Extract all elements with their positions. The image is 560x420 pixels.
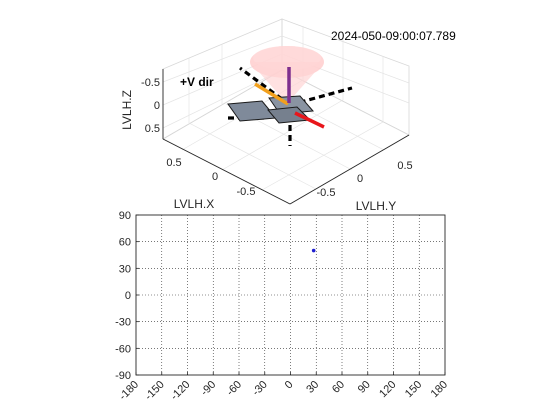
x-tick-label: -150 (143, 379, 167, 403)
x-tick-label: -180 (117, 379, 141, 403)
x-tick-label: 90 (356, 379, 373, 396)
y-tick-label: 0.5 (397, 160, 412, 172)
timestamp-label: 2024-050-09:00:07.789 (331, 29, 456, 43)
y-axis-line (289, 134, 410, 205)
x-tick-label: 0 (212, 171, 218, 183)
x-tick-label: 180 (429, 379, 450, 400)
y-tick-label: 0 (357, 173, 363, 185)
y-tick-label: 60 (119, 237, 131, 249)
x-ticks: 0.5 0 -0.5 (166, 157, 255, 198)
x-tick-label: -30 (250, 379, 270, 399)
x-tick-label: -90 (199, 379, 219, 399)
x-tick-label: -120 (169, 379, 193, 403)
z-tick-label: -0.5 (141, 77, 160, 89)
x-tick-label: 0 (283, 379, 296, 392)
y-tick-label: -0.5 (317, 187, 336, 199)
pane-grid (162, 26, 410, 191)
z-tick-label: 0 (154, 100, 160, 112)
y-tick-label: -60 (115, 343, 131, 355)
x-axis-vector (294, 111, 325, 129)
x-tick-label: -0.5 (237, 186, 256, 198)
x-tick-label: 150 (403, 379, 424, 400)
keep-out-cone-side (250, 62, 324, 98)
z-tick-label: 0.5 (145, 123, 160, 135)
velocity-direction-label: +V dir (180, 75, 214, 89)
x-tick-label: 120 (377, 379, 398, 400)
attitude-3d-plot: 2024-050-09:00:07.789 (120, 18, 456, 213)
lat-lon-plot: -180 -150 -120 -90 -60 -30 0 30 60 90 120 150 180-90… (115, 210, 450, 403)
z-axis-label-3d: LVLH.Z (120, 90, 134, 130)
data-point (311, 248, 316, 253)
y-tick-label: 90 (119, 210, 131, 222)
y-ticks: -0.5 0 0.5 (317, 160, 413, 199)
x-tick-label: 60 (330, 379, 347, 396)
y-tick-label: 30 (119, 263, 131, 275)
y-axis-vector (254, 82, 289, 106)
y-tick-label: -30 (115, 317, 131, 329)
y-axis-label-3d: LVLH.Y (356, 199, 396, 213)
x-tick-label: 0.5 (166, 157, 181, 169)
x-axis-label-3d: LVLH.X (174, 197, 214, 211)
x-axis-line (162, 138, 291, 205)
x-tick-label: 30 (304, 379, 321, 396)
z-ticks: -0.5 0 0.5 (141, 77, 160, 135)
x-tick-label: -60 (224, 379, 244, 399)
y-tick-label: -90 (115, 370, 131, 382)
plot-points (311, 248, 316, 253)
plot-grid (136, 215, 445, 375)
y-tick-label: 0 (125, 290, 131, 302)
